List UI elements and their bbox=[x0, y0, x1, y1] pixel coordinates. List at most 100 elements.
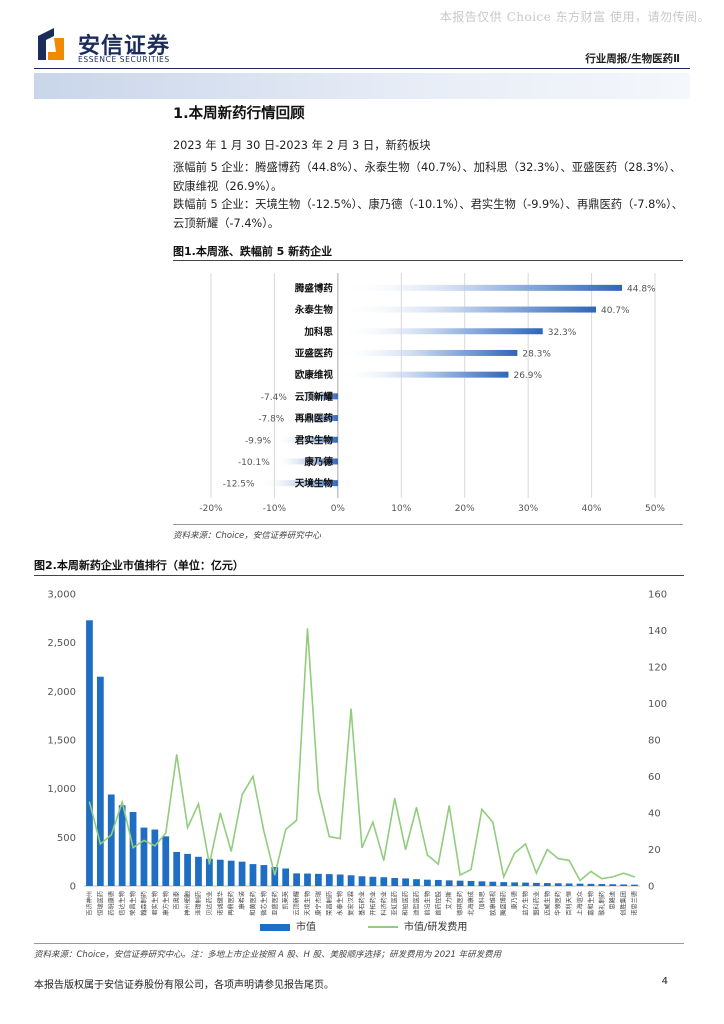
fig2-x-tick-label: 贝达药业 bbox=[205, 891, 213, 916]
fig2-line-point bbox=[252, 775, 254, 778]
fig1-category-label: 康乃德 bbox=[303, 456, 333, 468]
fig2-line-point bbox=[350, 708, 352, 710]
fig2-line-point bbox=[623, 872, 625, 874]
fig2-line-point bbox=[186, 827, 189, 829]
fig2-x-tick-label: 凯莱英 bbox=[282, 891, 290, 910]
fig2-y-left-tick-label: 1,000 bbox=[47, 784, 76, 795]
fig2-y-left-tick-label: 2,000 bbox=[47, 687, 76, 698]
fig2-x-tick-label: 百奥泰 bbox=[173, 891, 181, 910]
fig2-line-point bbox=[633, 876, 636, 878]
fig2-x-tick-label: 再鼎医药 bbox=[227, 891, 235, 916]
fig2-line-point bbox=[110, 834, 112, 836]
fig2-line-point bbox=[165, 832, 167, 834]
fig2-bar bbox=[129, 812, 137, 886]
paragraph-losers: 跌幅前 5 企业：天境生物（-12.5%）、康乃德（-10.1%）、君实生物（-… bbox=[173, 198, 684, 230]
fig1-category-label: 腾盛博药 bbox=[294, 282, 334, 294]
fig2-bar bbox=[282, 868, 290, 886]
fig2-bar bbox=[325, 874, 333, 886]
fig2-bar bbox=[238, 861, 246, 886]
fig2-x-tick-label: 迈威生物 bbox=[543, 891, 551, 916]
fig1-category-label: 加科思 bbox=[303, 326, 333, 338]
fig2-line-point bbox=[405, 848, 407, 851]
fig2-line-point bbox=[590, 870, 592, 872]
fig2-bar bbox=[543, 883, 551, 886]
fig2-x-tick-label: 诺诚健华 bbox=[216, 891, 224, 916]
fig2-line-point bbox=[426, 854, 429, 856]
fig2-y-right-tick-label: 160 bbox=[648, 590, 667, 601]
fig2-line-point bbox=[99, 843, 101, 845]
fig2-line-point bbox=[514, 852, 516, 854]
fig2-line-point bbox=[470, 868, 472, 871]
fig2-x-tick-label: 云顶新耀 bbox=[293, 891, 301, 916]
fig2-x-tick-label: 药明康德 bbox=[107, 891, 115, 916]
fig2-bar bbox=[587, 883, 595, 886]
watermark: 本报告仅供 Choice 东方财富 使用，请勿传阅。 bbox=[439, 10, 710, 24]
fig2-bar bbox=[107, 794, 115, 886]
fig2-x-tick-label: 信达生物 bbox=[118, 891, 126, 916]
fig2-y-right-tick-label: 80 bbox=[648, 736, 661, 747]
fig2-bar bbox=[620, 884, 628, 886]
fig2-legend-bar-label: 市值 bbox=[296, 920, 316, 933]
fig2-x-tick-label: 创胜集团 bbox=[620, 891, 628, 916]
fig1-value-label: 28.3% bbox=[522, 349, 551, 359]
fig2-line-point bbox=[230, 850, 232, 852]
report-type: 行业周报/生物医药Ⅱ bbox=[585, 53, 680, 65]
fig1-x-tick-label: 10% bbox=[391, 504, 411, 514]
brand-name-en: ESSENCE SECURITIES bbox=[78, 55, 170, 64]
fig1-value-label: -9.9% bbox=[245, 436, 272, 446]
fig2-line-point bbox=[328, 836, 330, 838]
fig2-x-tick-label: 天境生物 bbox=[303, 891, 311, 916]
fig2-bar bbox=[184, 853, 191, 886]
fig2-line-point bbox=[197, 803, 200, 805]
fig2-x-tick-label: 上海谊众 bbox=[576, 891, 584, 916]
fig2-line-point bbox=[383, 859, 385, 862]
figure2-title: 图2.本周新药企业市值排行（单位：亿元） bbox=[34, 559, 244, 572]
fig2-x-tick-label: 基石药业 bbox=[358, 891, 366, 916]
fig2-bar bbox=[227, 860, 235, 886]
fig2-line-point bbox=[503, 876, 505, 878]
fig1-bar bbox=[290, 393, 338, 400]
brand-logo: 安信证券 ESSENCE SECURITIES bbox=[34, 26, 194, 66]
fig1-value-label: -7.8% bbox=[258, 415, 285, 425]
fig2-bar bbox=[631, 884, 638, 886]
fig2-bar bbox=[336, 874, 344, 886]
fig2-line-point bbox=[612, 876, 614, 878]
fig2-y-right-tick-label: 120 bbox=[648, 663, 667, 674]
fig1-x-tick-label: 0% bbox=[331, 504, 346, 514]
fig2-line-point bbox=[339, 837, 341, 840]
fig2-legend-line-label: 市值/研发费用 bbox=[404, 920, 467, 933]
fig2-bar bbox=[576, 883, 584, 886]
fig2-line-point bbox=[241, 794, 243, 796]
fig1-bar bbox=[337, 349, 518, 356]
figure1-title: 图1.本周涨、跌幅前 5 新药企业 bbox=[173, 245, 333, 258]
fig2-bar bbox=[249, 864, 257, 886]
fig2-line-point bbox=[546, 848, 548, 851]
fig2-x-tick-label: 荣昌生物 bbox=[129, 891, 137, 916]
fig2-line-point bbox=[88, 801, 91, 803]
fig1-bar bbox=[258, 480, 338, 487]
fig2-line-series bbox=[88, 628, 635, 882]
paragraph-gainers: 涨幅前 5 企业：腾盛博药（44.8%）、永泰生物（40.7%）、加科思（32.… bbox=[173, 161, 682, 193]
fig1-value-label: 32.3% bbox=[548, 328, 577, 338]
fig1-x-tick-label: -10% bbox=[263, 504, 287, 514]
fig2-line-point bbox=[492, 821, 494, 823]
fig2-y-right-tick-label: 60 bbox=[648, 772, 661, 783]
fig2-x-tick-label: 前沿生物 bbox=[423, 891, 431, 916]
fig2-x-tick-label: 复宏汉霖 bbox=[347, 891, 355, 916]
fig2-bar bbox=[467, 880, 475, 886]
fig2-x-tick-label: 康乃德 bbox=[511, 891, 519, 910]
fig1-value-label: -12.5% bbox=[223, 480, 255, 490]
fig1-bar bbox=[288, 415, 338, 422]
fig2-x-tick-label: 德琪医药 bbox=[456, 891, 464, 916]
fig2-line-point bbox=[459, 874, 461, 876]
fig2-x-tick-label: 加科思 bbox=[478, 891, 486, 910]
header-band bbox=[34, 73, 690, 99]
fig2-x-tick-label: 欧康维视 bbox=[489, 891, 497, 916]
fig2-x-tick-label: 康宁杰瑞 bbox=[314, 891, 322, 916]
fig2-x-tick-label: 永泰生物 bbox=[336, 891, 344, 916]
section-title: 1.本周新药行情回顾 bbox=[173, 106, 305, 122]
fig1-category-label: 永泰生物 bbox=[294, 304, 334, 316]
fig2-bar bbox=[598, 884, 606, 886]
fig2-line-point bbox=[317, 790, 319, 792]
fig1-bar bbox=[337, 328, 543, 335]
